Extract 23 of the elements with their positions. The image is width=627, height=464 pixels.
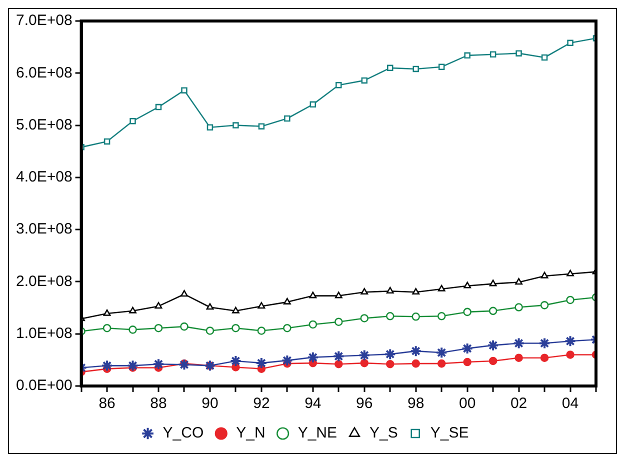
legend-label: Y_NE <box>298 424 338 442</box>
x-tick-label: 04 <box>562 395 579 412</box>
x-tick-label: 00 <box>458 395 476 412</box>
y-tick-label: 2.0E+08 <box>16 272 72 290</box>
x-tick-label: 88 <box>150 395 167 412</box>
legend-label: Y_N <box>236 424 266 442</box>
x-tick-label: 96 <box>356 395 373 412</box>
y-tick-label: 6.0E+08 <box>16 64 72 82</box>
x-tick-label: 98 <box>408 395 424 412</box>
legend-label: Y_SE <box>430 424 469 442</box>
x-tick-label: 90 <box>202 395 218 412</box>
x-tick-label: 02 <box>510 395 528 412</box>
y-tick-label: 4.0E+08 <box>16 168 72 186</box>
x-tick-label: 94 <box>304 395 322 412</box>
legend-label: Y_CO <box>162 424 204 442</box>
y-tick-label: 5.0E+08 <box>16 116 72 134</box>
x-tick-label: 92 <box>253 395 270 412</box>
y-tick-label: 3.0E+08 <box>16 220 72 238</box>
x-tick-label: 86 <box>98 395 116 412</box>
y-tick-label: 0.0E+00 <box>16 377 72 394</box>
y-tick-label: 1.0E+08 <box>16 325 72 342</box>
y-tick-label: 7.0E+08 <box>16 12 72 30</box>
legend-label: Y_S <box>370 424 398 442</box>
